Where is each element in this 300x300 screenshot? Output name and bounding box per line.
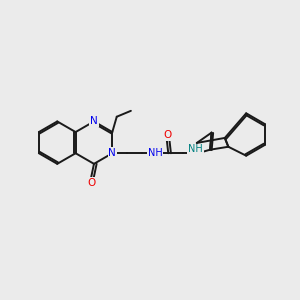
Text: NH: NH (188, 144, 203, 154)
Text: N: N (90, 116, 98, 126)
Text: O: O (87, 178, 95, 188)
Text: N: N (109, 148, 116, 158)
Text: NH: NH (148, 148, 162, 158)
Text: O: O (164, 130, 172, 140)
